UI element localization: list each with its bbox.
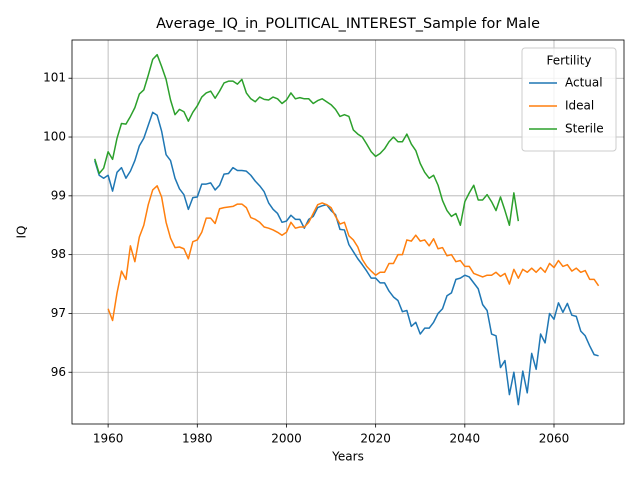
x-axis-label: Years [331,450,364,464]
legend-label: Sterile [565,122,604,136]
x-tick-label: 1980 [182,432,213,446]
y-tick-label: 100 [43,130,66,144]
legend-title: Fertility [546,54,591,68]
y-tick-label: 101 [43,71,66,85]
chart-title: Average_IQ_in_POLITICAL_INTEREST_Sample … [156,16,540,32]
legend: Fertility Actual Ideal Sterile [521,47,617,152]
line-series [94,111,599,406]
legend-label: Actual [565,76,603,90]
y-axis-label: IQ [15,226,29,239]
legend-box [521,47,617,152]
x-tick-label: 1960 [93,432,124,446]
x-tick-label: 2040 [450,432,481,446]
legend-label: Ideal [565,99,594,113]
x-tick-label: 2020 [360,432,391,446]
y-tick-label: 99 [51,188,66,202]
line-series [94,53,520,226]
x-tick-label: 2060 [539,432,570,446]
y-tick-label: 97 [51,306,66,320]
line-series [107,185,600,322]
plot-frame [71,39,625,425]
y-tick-label: 98 [51,247,66,261]
x-tick-label: 2000 [271,432,302,446]
y-tick-label: 96 [51,365,66,379]
